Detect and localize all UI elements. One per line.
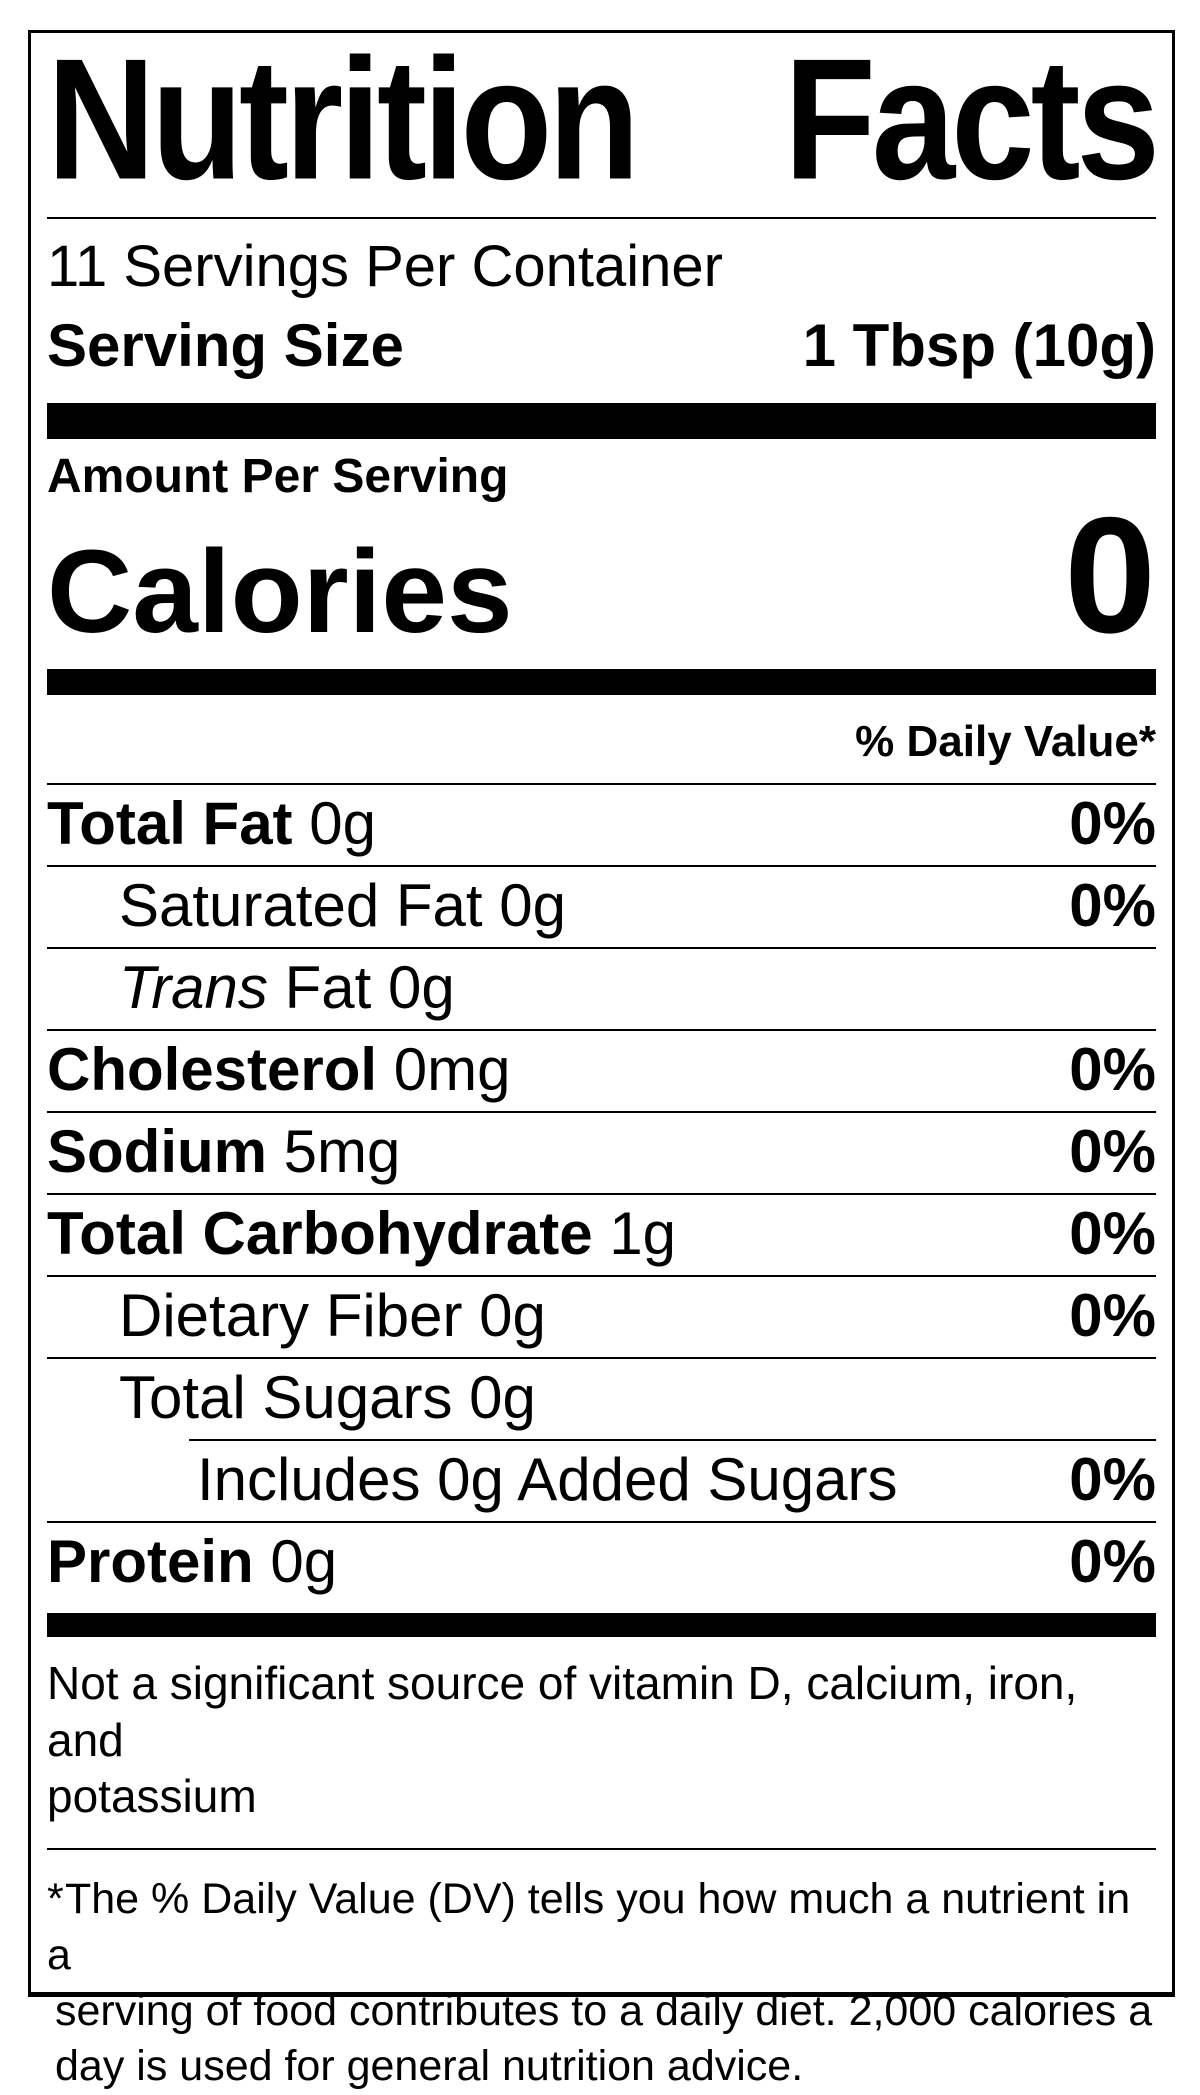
medium-rule bbox=[47, 668, 1156, 695]
nutrient-row-protein: Protein 0g 0% bbox=[47, 1521, 1156, 1603]
title-word-nutrition: Nutrition bbox=[47, 22, 640, 216]
nutrient-row-sodium: Sodium 5mg 0% bbox=[47, 1111, 1156, 1193]
bottom-rule bbox=[47, 1613, 1156, 1638]
nutrient-daily-value: 0% bbox=[1069, 1446, 1156, 1514]
nutrient-name: Total Fat bbox=[47, 790, 293, 858]
nutrient-amount: 0g bbox=[253, 1528, 338, 1596]
nutrient-text: Protein 0g bbox=[47, 1532, 337, 1592]
nutrient-amount: 0g bbox=[452, 1364, 536, 1432]
serving-size-label: Serving Size bbox=[47, 311, 404, 379]
nutrient-row-dietary-fiber: Dietary Fiber 0g 0% bbox=[47, 1275, 1156, 1357]
title-word-facts: Facts bbox=[784, 22, 1160, 216]
nutrient-row-total-fat: Total Fat 0g 0% bbox=[47, 783, 1156, 865]
nutrient-amount: 0g bbox=[462, 1282, 546, 1350]
nutrient-text: Trans Fat 0g bbox=[47, 958, 455, 1018]
nutrient-row-total-sugars: Total Sugars 0g bbox=[47, 1357, 1156, 1439]
calories-row: Calories 0 bbox=[47, 482, 1156, 667]
nutrient-name: Dietary Fiber bbox=[119, 1282, 463, 1350]
footnote-line-3: day is used for general nutrition advice… bbox=[55, 2042, 804, 2091]
nutrient-name: Total Sugars bbox=[119, 1364, 453, 1432]
nutrient-name: Sodium bbox=[47, 1118, 267, 1186]
nutrition-facts-label: Nutrition Facts 11 Servings Per Containe… bbox=[28, 30, 1175, 2090]
nutrient-name: Trans bbox=[119, 954, 268, 1022]
nutrient-name: Total Carbohydrate bbox=[47, 1200, 593, 1268]
nutrient-daily-value: 0% bbox=[1069, 1118, 1156, 1186]
nutrient-text: Saturated Fat 0g bbox=[47, 876, 566, 936]
separator-under-title bbox=[47, 217, 1156, 219]
nutrient-daily-value: 0% bbox=[1069, 1528, 1156, 1596]
not-significant-notice: Not a significant source of vitamin D, c… bbox=[47, 1655, 1156, 1823]
page-title: Nutrition Facts bbox=[47, 32, 1160, 205]
footnote-text-1: The % Daily Value (DV) tells you how muc… bbox=[47, 1874, 1131, 1979]
footnote-asterisk: * bbox=[47, 1874, 64, 1923]
nutrient-daily-value: 0% bbox=[1069, 1036, 1156, 1104]
nutrient-name: Protein bbox=[47, 1528, 254, 1596]
daily-value-footnote: *The % Daily Value (DV) tells you how mu… bbox=[47, 1872, 1156, 2095]
nutrient-daily-value: 0% bbox=[1069, 790, 1156, 858]
daily-value-header: % Daily Value* bbox=[855, 716, 1156, 766]
notice-line-1: Not a significant source of vitamin D, c… bbox=[47, 1657, 1078, 1766]
nutrient-name: Cholesterol bbox=[47, 1036, 378, 1104]
nutrient-row-cholesterol: Cholesterol 0mg 0% bbox=[47, 1029, 1156, 1111]
nutrient-amount: 1g bbox=[592, 1200, 677, 1268]
nutrient-text: Sodium 5mg bbox=[47, 1122, 400, 1182]
nutrient-amount: 0g bbox=[292, 790, 376, 858]
notice-line-2: potassium bbox=[47, 1769, 257, 1822]
nutrient-daily-value: 0% bbox=[1069, 1200, 1156, 1268]
nutrient-text: Total Carbohydrate 1g bbox=[47, 1204, 676, 1264]
calories-value: 0 bbox=[1064, 482, 1156, 667]
nutrient-text: Includes 0g Added Sugars bbox=[189, 1450, 898, 1510]
nutrient-amount: 0mg bbox=[377, 1036, 511, 1104]
nutrient-amount: 0g bbox=[482, 872, 566, 940]
nutrient-name: Saturated Fat bbox=[119, 872, 483, 940]
nutrient-name: Includes 0g Added Sugars bbox=[197, 1446, 898, 1514]
nutrient-text: Dietary Fiber 0g bbox=[47, 1286, 546, 1346]
nutrient-text: Total Sugars 0g bbox=[47, 1368, 536, 1428]
amount-per-serving-label: Amount Per Serving bbox=[47, 449, 509, 503]
calories-label: Calories bbox=[47, 525, 513, 658]
nutrient-daily-value: 0% bbox=[1069, 1282, 1156, 1350]
separator-above-footnote bbox=[47, 1847, 1156, 1850]
nutrient-text: Total Fat 0g bbox=[47, 794, 376, 854]
serving-size-row: Serving Size 1 Tbsp (10g) bbox=[47, 311, 1156, 379]
nutrient-row-trans-fat: Trans Fat 0g bbox=[47, 947, 1156, 1029]
nutrient-text: Cholesterol 0mg bbox=[47, 1040, 510, 1100]
nutrient-amount: Fat 0g bbox=[267, 954, 455, 1022]
footnote-line-2: serving of food contributes to a daily d… bbox=[55, 1986, 1153, 2035]
nutrient-row-added-sugars: Includes 0g Added Sugars 0% bbox=[189, 1439, 1156, 1521]
serving-size-value: 1 Tbsp (10g) bbox=[802, 311, 1156, 379]
nutrient-row-total-carbohydrate: Total Carbohydrate 1g 0% bbox=[47, 1193, 1156, 1275]
footnote-line-1: *The % Daily Value (DV) tells you how mu… bbox=[47, 1872, 1156, 1984]
thick-rule bbox=[47, 402, 1156, 439]
servings-per-container: 11 Servings Per Container bbox=[47, 234, 723, 299]
nutrient-row-saturated-fat: Saturated Fat 0g 0% bbox=[47, 865, 1156, 947]
nutrient-amount: 5mg bbox=[267, 1118, 401, 1186]
nutrient-daily-value: 0% bbox=[1069, 872, 1156, 940]
